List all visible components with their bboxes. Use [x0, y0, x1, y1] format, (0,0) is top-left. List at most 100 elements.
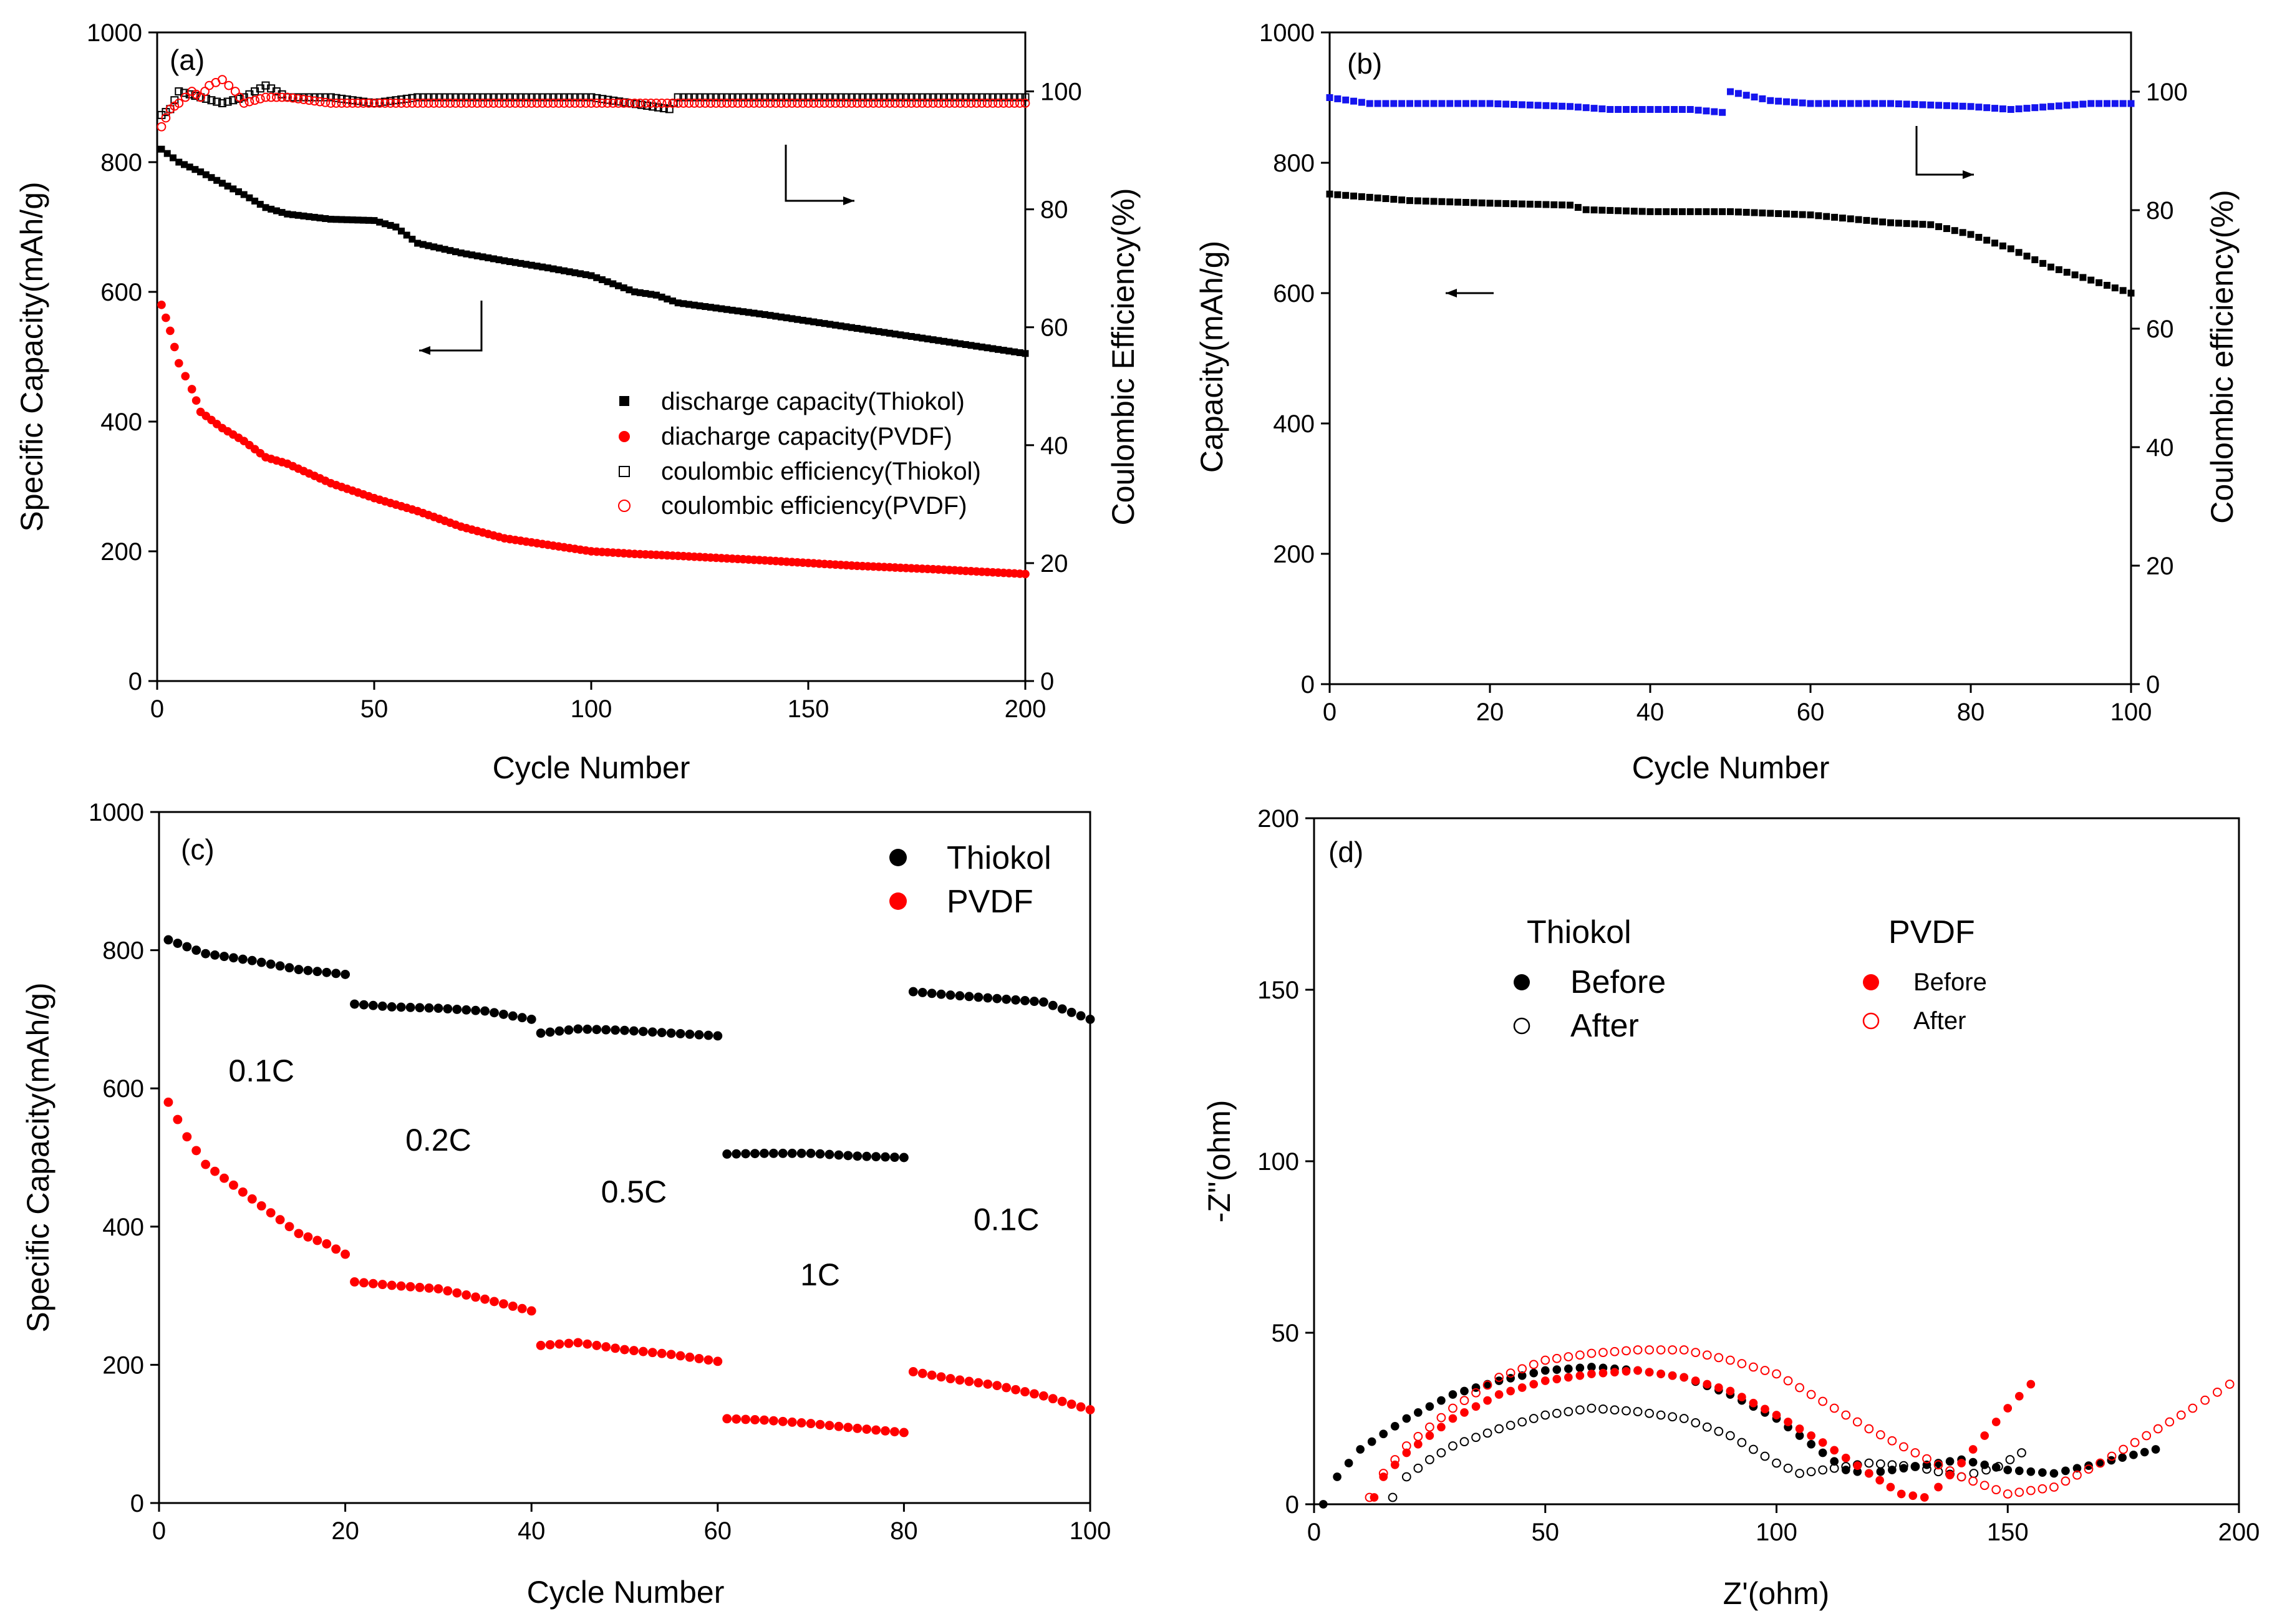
data-point [1895, 100, 1902, 107]
data-point [1038, 1391, 1048, 1401]
data-point [2127, 100, 2135, 107]
panel-b-y2label: Coulombic efficiency(%) [2205, 190, 2240, 523]
data-point [494, 99, 504, 108]
data-point [1414, 197, 1421, 205]
data-point [1057, 1396, 1067, 1406]
data-point [2103, 281, 2110, 289]
data-point [620, 1025, 629, 1035]
data-point [804, 93, 813, 102]
data-point [983, 93, 992, 102]
data-point [306, 213, 313, 220]
data-point [1899, 1442, 1908, 1452]
panel-d-marks [1319, 1345, 2235, 1509]
data-point [1743, 92, 1750, 99]
data-point [527, 93, 536, 102]
data-point [1875, 1430, 1885, 1440]
data-point [191, 396, 201, 405]
data-point [385, 99, 395, 108]
data-point [732, 1414, 742, 1424]
y-tick-label: 200 [1257, 805, 1299, 833]
data-point [1655, 106, 1662, 113]
data-point [1478, 100, 1486, 107]
data-point [675, 1351, 685, 1361]
data-point [1085, 1014, 1095, 1024]
data-point [1529, 1360, 1539, 1370]
data-point [2039, 104, 2047, 111]
data-point [1002, 1383, 1012, 1393]
data-point [1943, 225, 1950, 233]
series-discharge-capacity-thiokol- [158, 145, 1029, 357]
data-point [268, 205, 275, 213]
data-point [940, 93, 948, 102]
x-tick-label: 0 [152, 1517, 166, 1545]
data-point [396, 1281, 406, 1291]
data-point [1795, 1431, 1804, 1440]
data-point [983, 1379, 993, 1389]
data-point [1980, 1431, 1989, 1440]
data-point [1575, 1363, 1585, 1373]
data-point [611, 1025, 621, 1035]
panel-c-frame [158, 811, 1091, 1504]
x-tick-label: 80 [890, 1517, 918, 1545]
data-point [368, 1278, 378, 1288]
data-point [1587, 1370, 1596, 1378]
data-point [988, 99, 998, 108]
data-point [440, 93, 449, 102]
data-point [532, 99, 542, 108]
y-tick-label: 600 [100, 279, 142, 306]
y2-tick-label: 40 [1040, 432, 1068, 460]
data-point [1552, 1353, 1562, 1363]
x-tick-label: 50 [360, 695, 389, 723]
data-point [1414, 1439, 1423, 1449]
data-point [869, 99, 878, 108]
data-point [1048, 1394, 1058, 1404]
data-point [669, 297, 676, 305]
data-point [1935, 102, 1943, 109]
data-point [1738, 1393, 1746, 1401]
data-point [1029, 1389, 1039, 1399]
data-point [936, 1372, 946, 1382]
data-point [1526, 200, 1534, 208]
data-point [1622, 1346, 1631, 1356]
data-point [387, 1002, 397, 1012]
data-point [405, 1002, 415, 1012]
data-point [555, 266, 563, 274]
data-point [711, 99, 721, 108]
data-point [615, 282, 622, 289]
data-point [1460, 1408, 1469, 1417]
data-point [864, 93, 873, 102]
data-point [679, 93, 688, 102]
legend-marker-thiokol-before [1514, 974, 1530, 990]
panel-a-arrow-left [419, 301, 483, 352]
data-point [288, 93, 297, 103]
data-point [614, 99, 623, 108]
data-point [414, 239, 422, 247]
data-point [337, 94, 346, 103]
data-point [1529, 1368, 1539, 1378]
data-point [350, 1277, 359, 1287]
x-tick-label: 60 [704, 1517, 732, 1545]
data-point [601, 1025, 611, 1035]
y2-tick-label: 40 [2146, 434, 2174, 462]
series-pvdf-after [1365, 1345, 2235, 1502]
data-point [966, 99, 976, 108]
data-point [1991, 105, 1999, 112]
data-point [984, 344, 991, 352]
data-point [666, 1350, 676, 1360]
data-point [761, 311, 768, 318]
data-point [457, 249, 465, 257]
data-point [869, 93, 877, 102]
data-point [484, 93, 493, 102]
data-point [187, 385, 196, 394]
data-point [902, 93, 911, 102]
data-point [300, 212, 307, 220]
data-point [722, 99, 732, 108]
x-tick-label: 0 [150, 695, 164, 723]
x-tick-label: 100 [1756, 1519, 1797, 1546]
data-point [1959, 102, 1966, 110]
data-point [657, 1028, 667, 1038]
panel-c-letter: (c) [181, 833, 215, 866]
data-point [230, 185, 237, 193]
data-point [1726, 1386, 1735, 1396]
data-point [566, 268, 573, 276]
